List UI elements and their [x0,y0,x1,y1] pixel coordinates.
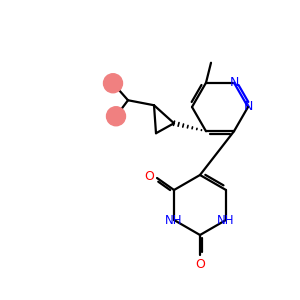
Text: N: N [243,100,253,113]
Circle shape [103,74,122,93]
Text: O: O [195,259,205,272]
Circle shape [106,107,125,126]
Text: O: O [144,170,154,184]
Text: NH: NH [165,214,183,226]
Text: N: N [229,76,239,89]
Text: NH: NH [217,214,235,226]
